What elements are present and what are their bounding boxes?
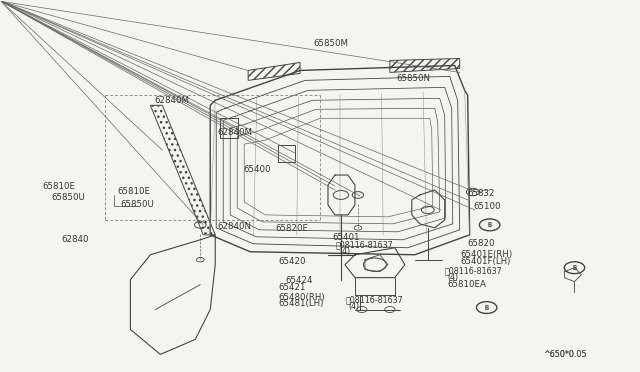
Text: B: B (488, 222, 492, 228)
Text: 65480(RH): 65480(RH) (278, 293, 325, 302)
Text: 65810EA: 65810EA (448, 280, 486, 289)
Text: ^650*0.05: ^650*0.05 (543, 350, 587, 359)
Text: 65401: 65401 (333, 233, 360, 243)
Text: B: B (572, 265, 577, 271)
Text: Ⓑ08116-81637: Ⓑ08116-81637 (346, 296, 403, 305)
Text: 65481(LH): 65481(LH) (278, 299, 324, 308)
Text: 65401F(LH): 65401F(LH) (461, 257, 511, 266)
Text: 65820E: 65820E (275, 224, 308, 233)
Text: ^650*0.05: ^650*0.05 (543, 350, 587, 359)
Text: 65100: 65100 (473, 202, 500, 211)
Text: 65820: 65820 (467, 239, 494, 248)
Text: 65400: 65400 (243, 165, 271, 174)
Text: Ⓑ08116-81637: Ⓑ08116-81637 (336, 241, 394, 250)
Text: B: B (484, 305, 489, 311)
Text: 65850M: 65850M (314, 39, 349, 48)
Text: 62840: 62840 (61, 235, 89, 244)
Text: Ⓑ08116-81637: Ⓑ08116-81637 (445, 267, 502, 276)
Text: 65810E: 65810E (118, 187, 150, 196)
Text: 62840N: 62840N (218, 222, 252, 231)
Text: (4): (4) (349, 302, 360, 311)
Text: 65810E: 65810E (42, 182, 76, 190)
Text: 65832: 65832 (467, 189, 494, 198)
Text: 62840M: 62840M (218, 128, 253, 137)
Text: 62840M: 62840M (154, 96, 189, 105)
Text: 65850U: 65850U (52, 193, 86, 202)
Text: 65421: 65421 (278, 283, 306, 292)
Circle shape (479, 219, 500, 231)
Text: (4): (4) (448, 273, 459, 282)
Text: 65850U: 65850U (121, 200, 155, 209)
Text: (4): (4) (339, 247, 350, 256)
Text: 65420: 65420 (278, 257, 306, 266)
Text: 65850N: 65850N (397, 74, 431, 83)
Text: 65401E(RH): 65401E(RH) (461, 250, 513, 259)
Circle shape (476, 302, 497, 314)
Circle shape (564, 262, 585, 274)
Text: 65424: 65424 (285, 276, 312, 285)
